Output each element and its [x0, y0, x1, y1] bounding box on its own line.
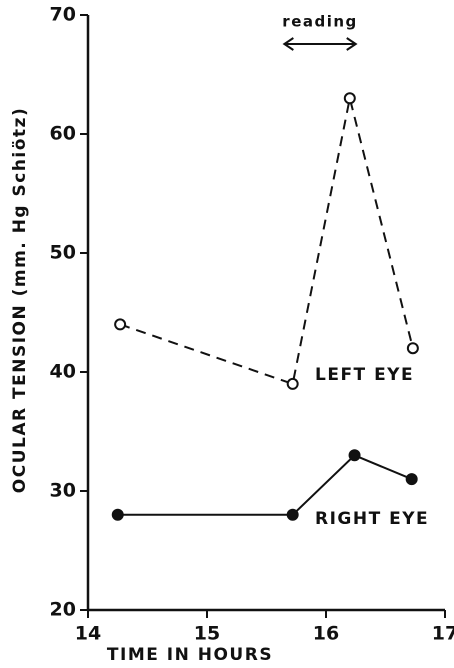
y-tick-label: 70	[50, 4, 76, 26]
data-point	[114, 318, 127, 331]
y-axis-label: OCULAR TENSION (mm. Hg Schiötz)	[10, 107, 30, 493]
data-point	[286, 377, 299, 390]
y-tick-label: 40	[50, 361, 76, 383]
data-point	[405, 473, 418, 486]
series-label: RIGHT EYE	[315, 509, 429, 529]
data-point	[348, 449, 361, 462]
x-tick-label: 14	[75, 623, 101, 645]
y-tick-label: 50	[50, 242, 76, 264]
x-tick-label: 17	[432, 623, 454, 645]
x-axis-label: TIME IN HOURS	[107, 645, 273, 665]
data-point	[406, 342, 419, 355]
series-line	[117, 454, 413, 516]
x-tick-label: 15	[194, 623, 220, 645]
data-point	[286, 508, 299, 521]
arrow-head	[282, 37, 294, 51]
series-line	[119, 98, 414, 386]
x-tick-label: 16	[313, 623, 339, 645]
y-tick-label: 30	[50, 480, 76, 502]
series-label: LEFT EYE	[315, 365, 414, 385]
arrow-head	[346, 37, 358, 51]
data-point	[343, 92, 356, 105]
annotation-text: reading	[282, 13, 358, 31]
data-point	[111, 508, 124, 521]
y-tick-label: 20	[50, 599, 76, 621]
y-tick-label: 60	[50, 123, 76, 145]
